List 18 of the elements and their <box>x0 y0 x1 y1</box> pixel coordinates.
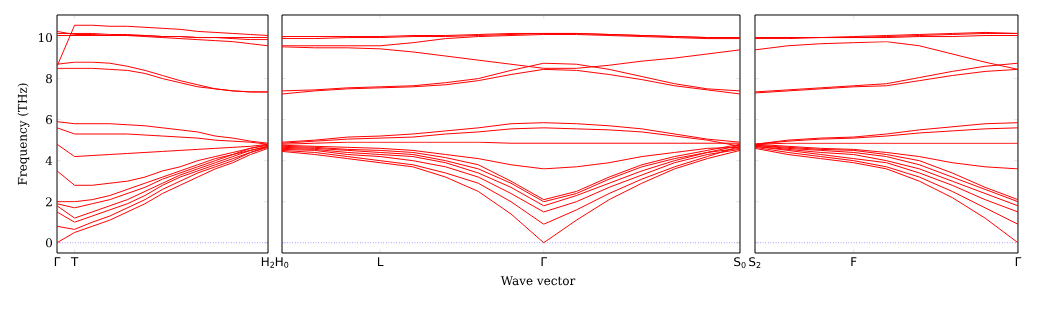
x-tick-label: Γ <box>541 257 547 266</box>
x-tick-label: S$_{2}$ <box>749 257 761 268</box>
y-tick-label: 2 <box>46 197 52 207</box>
y-tick-label: 10 <box>39 33 53 43</box>
x-tick-label: L <box>377 257 384 266</box>
y-tick-label: 0 <box>45 238 53 248</box>
x-tick-label: Γ <box>54 257 61 266</box>
x-tick-label: H$_{2}$ <box>261 257 275 268</box>
x-tick-label: S$_{0}$ <box>734 257 746 269</box>
y-tick-label: 6 <box>45 115 53 125</box>
x-tick-label: T <box>70 257 79 266</box>
x-tick-label: H$_{0}$ <box>275 257 289 268</box>
y-axis-title: Frequency (THz) <box>17 83 30 185</box>
x-axis-title: Wave vector <box>500 276 576 286</box>
x-tick-label: Γ <box>1015 257 1022 266</box>
x-tick-label: F <box>851 257 857 266</box>
y-tick-label: 8 <box>45 74 53 84</box>
y-tick-label: 4 <box>45 156 53 166</box>
